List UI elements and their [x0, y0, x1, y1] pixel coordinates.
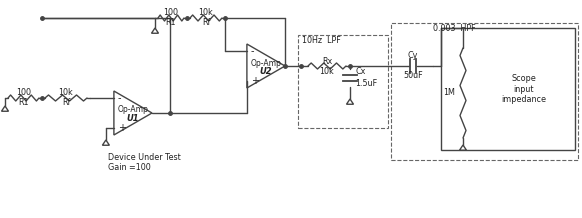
Text: +: + — [251, 76, 259, 86]
Text: 10k: 10k — [59, 89, 73, 97]
Bar — [298, 35, 388, 128]
Text: U2: U2 — [260, 68, 272, 77]
Text: Op-Amp: Op-Amp — [118, 106, 148, 114]
Text: 100: 100 — [164, 9, 179, 17]
Text: -: - — [118, 93, 122, 103]
Text: 10Hz  LPF: 10Hz LPF — [302, 36, 340, 45]
Text: 50uF: 50uF — [403, 72, 423, 80]
Bar — [441, 28, 575, 150]
Text: Rf: Rf — [202, 19, 210, 27]
Text: 100: 100 — [16, 89, 31, 97]
Text: Cx: Cx — [355, 68, 365, 77]
Bar — [391, 23, 578, 160]
Text: R1: R1 — [18, 99, 29, 107]
Text: Device Under Test
Gain =100: Device Under Test Gain =100 — [108, 153, 180, 172]
Text: U1: U1 — [127, 114, 139, 124]
Text: Scope
input
impedance: Scope input impedance — [502, 74, 546, 104]
Text: Rf: Rf — [62, 99, 70, 107]
Text: +: + — [118, 123, 126, 133]
Text: 0.003  HPF: 0.003 HPF — [433, 24, 475, 33]
Text: 10k: 10k — [198, 9, 214, 17]
Text: 1.5uF: 1.5uF — [355, 80, 377, 89]
Text: 10k: 10k — [320, 66, 335, 75]
Text: Rx: Rx — [322, 56, 332, 65]
Text: R1: R1 — [166, 19, 176, 27]
Text: Op-Amp: Op-Amp — [250, 58, 281, 68]
Text: 1M: 1M — [443, 89, 455, 97]
Text: Cy: Cy — [408, 51, 418, 61]
Text: -: - — [251, 46, 254, 56]
